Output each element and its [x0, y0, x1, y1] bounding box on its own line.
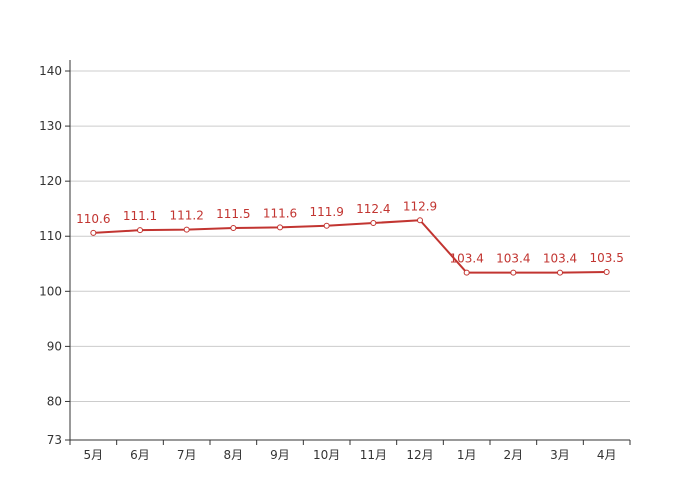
y-tick-label: 140: [39, 64, 62, 78]
y-tick-label: 90: [47, 339, 62, 353]
data-point[interactable]: [323, 222, 330, 229]
x-tick-label: 8月: [224, 448, 244, 462]
data-point[interactable]: [230, 224, 237, 231]
y-tick-label: 110: [39, 229, 62, 243]
data-label: 112.4: [356, 202, 390, 216]
x-tick-label: 9月: [270, 448, 290, 462]
data-point[interactable]: [370, 220, 377, 227]
data-point[interactable]: [510, 269, 517, 276]
data-point[interactable]: [603, 269, 610, 276]
x-tick-label: 5月: [84, 448, 104, 462]
data-point[interactable]: [137, 227, 143, 234]
y-tick-label: 130: [39, 119, 62, 133]
x-tick-label: 3月: [550, 448, 570, 462]
x-tick-label: 6月: [130, 448, 150, 462]
x-tick-label: 4月: [597, 448, 617, 462]
data-label: 103.4: [496, 252, 530, 266]
data-label: 111.6: [263, 206, 297, 220]
data-label: 110.6: [76, 212, 110, 226]
data-point[interactable]: [557, 269, 563, 276]
axes: 73 80 90 100 110 120 130 140 5月 6月 7月 8月 9月 10月 11月 12月…: [39, 60, 631, 462]
data-point[interactable]: [90, 229, 97, 236]
data-label: 103.4: [449, 252, 483, 266]
data-point[interactable]: [417, 217, 423, 224]
x-tick-label: 2月: [504, 448, 524, 462]
x-tick-label: 1月: [457, 448, 477, 462]
data-point[interactable]: [277, 224, 283, 231]
y-tick-label: 80: [47, 394, 62, 408]
data-label: 111.5: [216, 207, 250, 221]
x-tick-label: 12月: [406, 448, 433, 462]
data-label: 111.1: [123, 209, 157, 223]
y-tick-label: 73: [47, 433, 62, 447]
data-point[interactable]: [183, 226, 190, 233]
y-tick-label: 120: [39, 174, 62, 188]
data-label: 111.2: [169, 209, 203, 223]
data-labels: 110.6 111.1 111.2 111.5 111.6 111.9 112.4 112.9…: [76, 199, 624, 265]
grid-lines: [70, 70, 630, 402]
x-tick-label: 7月: [177, 448, 197, 462]
data-label: 103.4: [543, 252, 577, 266]
data-label: 112.9: [403, 199, 437, 213]
y-tick-label: 100: [39, 284, 62, 298]
data-label: 103.5: [589, 251, 623, 265]
data-point[interactable]: [463, 269, 470, 276]
series-line: [93, 219, 607, 274]
x-tick-label: 11月: [360, 448, 387, 462]
data-label: 111.9: [309, 205, 343, 219]
x-tick-label: 10月: [313, 448, 340, 462]
series-layer: [90, 217, 610, 276]
